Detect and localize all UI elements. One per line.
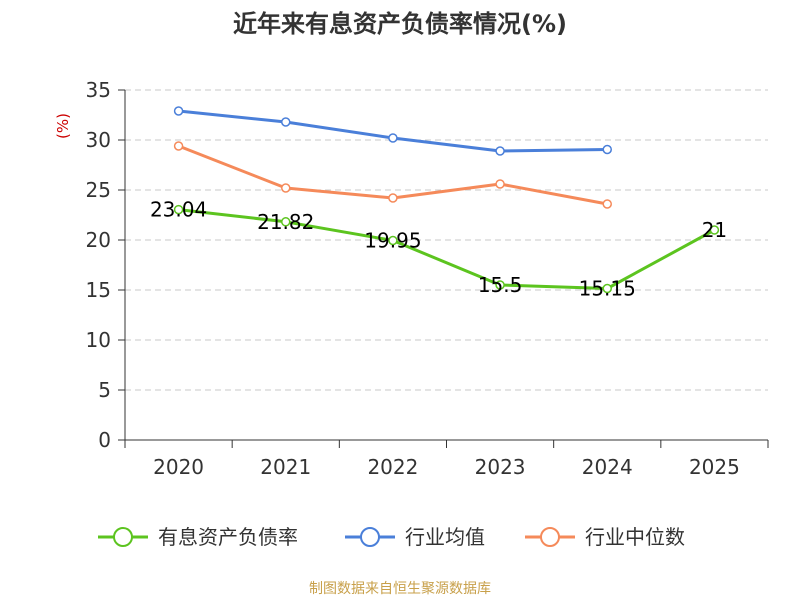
legend-label: 有息资产负债率: [158, 525, 298, 549]
series-line-1: [178, 109, 608, 153]
data-point: [173, 106, 184, 116]
data-point: [602, 199, 612, 209]
data-point: [388, 235, 398, 246]
data-label: 19.95: [364, 229, 421, 253]
y-tick-label: 15: [86, 278, 111, 302]
x-tick-label: 2021: [260, 455, 311, 479]
data-label: 21: [702, 218, 727, 242]
y-tick-label: 5: [98, 378, 111, 402]
chart-title: 近年来有息资产负债率情况(%): [233, 10, 567, 38]
data-point: [495, 146, 505, 156]
source-note: 制图数据来自恒生聚源数据库: [309, 581, 491, 597]
y-tick-label: 0: [98, 428, 111, 452]
legend-label: 行业中位数: [585, 525, 685, 549]
y-tick-label: 30: [86, 128, 111, 152]
legend-marker: [360, 527, 380, 547]
data-label: 23.04: [150, 198, 207, 222]
data-point: [173, 204, 184, 215]
data-label: 21.82: [257, 210, 314, 234]
data-label: 15.15: [579, 277, 636, 301]
series-line-0: [178, 208, 716, 290]
x-tick-label: 2025: [689, 455, 740, 479]
data-point: [281, 117, 291, 127]
data-point: [388, 133, 398, 143]
data-label: 15.5: [478, 273, 523, 297]
data-point: [602, 144, 612, 155]
x-tick-label: 2020: [153, 455, 204, 479]
data-point: [495, 280, 505, 290]
y-tick-label: 10: [86, 328, 111, 352]
legend-marker: [113, 527, 133, 547]
data-point: [709, 225, 720, 235]
data-point: [602, 283, 612, 294]
y-tick-label: 35: [86, 78, 111, 102]
data-point: [173, 141, 184, 151]
legend-label: 行业均值: [405, 525, 485, 549]
y-tick-label: 25: [86, 178, 111, 202]
data-point: [281, 217, 291, 227]
x-tick-label: 2024: [582, 455, 633, 479]
legend-marker: [540, 527, 560, 547]
x-tick-label: 2022: [367, 455, 418, 479]
data-point: [495, 179, 505, 189]
data-point: [281, 183, 291, 193]
y-tick-label: 20: [86, 228, 111, 252]
y-axis-label: (%): [54, 113, 72, 139]
x-tick-label: 2023: [475, 455, 526, 479]
data-point: [388, 193, 398, 203]
